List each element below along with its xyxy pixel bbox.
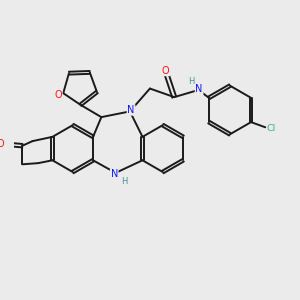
Text: H: H [188,77,195,86]
Text: N: N [110,169,118,179]
Text: O: O [162,65,170,76]
Text: O: O [0,139,4,149]
Text: N: N [128,105,135,115]
Text: H: H [121,177,128,186]
Text: O: O [54,90,62,100]
Text: Cl: Cl [267,124,276,133]
Text: N: N [195,84,203,94]
